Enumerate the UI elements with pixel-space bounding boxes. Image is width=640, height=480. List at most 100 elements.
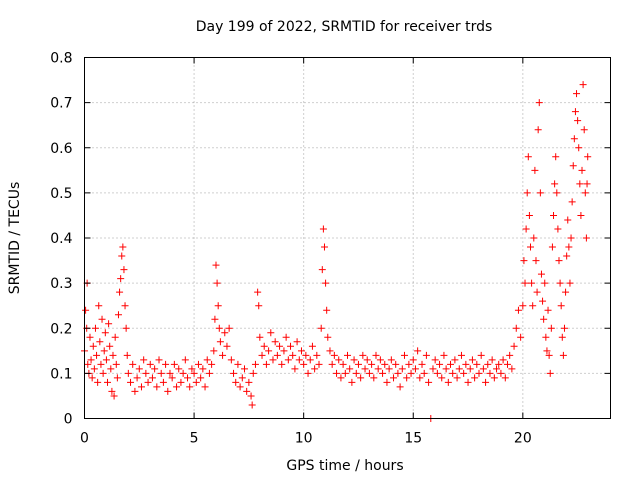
data-point <box>223 342 231 350</box>
data-point <box>493 365 501 373</box>
data-point <box>462 360 470 368</box>
data-point <box>94 378 102 386</box>
data-point <box>333 369 341 377</box>
data-point <box>254 288 262 296</box>
data-point <box>361 365 369 373</box>
data-point <box>102 356 110 364</box>
data-point <box>216 338 224 346</box>
data-point <box>385 365 393 373</box>
data-point <box>300 360 308 368</box>
data-point <box>554 225 562 233</box>
data-point <box>576 180 584 188</box>
data-point <box>282 333 290 341</box>
y-tick-label: 0.6 <box>50 141 72 157</box>
data-point <box>555 257 563 265</box>
data-point <box>438 374 446 382</box>
data-point <box>162 360 170 368</box>
data-point <box>540 315 548 323</box>
data-point <box>414 347 422 355</box>
data-point <box>350 356 358 364</box>
data-point <box>400 351 408 359</box>
data-point <box>311 365 319 373</box>
data-points <box>81 81 592 422</box>
data-point <box>251 360 259 368</box>
data-point <box>468 356 476 364</box>
data-point <box>477 351 485 359</box>
data-point <box>230 369 238 377</box>
data-point <box>278 360 286 368</box>
x-tick-label: 5 <box>190 431 199 447</box>
data-point <box>436 360 444 368</box>
data-point <box>95 302 103 310</box>
data-point <box>284 356 292 364</box>
data-point <box>179 369 187 377</box>
data-point <box>108 387 116 395</box>
data-point <box>88 374 96 382</box>
data-point <box>523 189 531 197</box>
data-point <box>181 356 189 364</box>
data-point <box>372 351 380 359</box>
data-point <box>577 211 585 219</box>
data-point <box>440 351 448 359</box>
data-point <box>133 374 141 382</box>
data-point <box>318 266 326 274</box>
data-point <box>215 324 223 332</box>
data-point <box>120 266 128 274</box>
data-point <box>306 356 314 364</box>
data-point <box>519 302 527 310</box>
data-point <box>568 198 576 206</box>
data-point <box>429 365 437 373</box>
data-point <box>512 324 520 332</box>
data-point <box>508 365 516 373</box>
data-point <box>565 243 573 251</box>
data-point <box>256 333 264 341</box>
data-point <box>365 369 373 377</box>
data-point <box>109 351 117 359</box>
data-point <box>582 234 590 242</box>
data-point <box>510 342 518 350</box>
data-point <box>227 356 235 364</box>
data-point <box>273 351 281 359</box>
data-point <box>521 279 529 287</box>
data-point <box>530 234 538 242</box>
data-point <box>433 369 441 377</box>
data-point <box>539 297 547 305</box>
data-point <box>322 279 330 287</box>
data-point <box>552 153 560 161</box>
data-point <box>575 144 583 152</box>
data-point <box>91 324 99 332</box>
data-point <box>503 360 511 368</box>
data-point <box>567 234 575 242</box>
data-point <box>124 369 132 377</box>
data-point <box>248 401 256 409</box>
data-point <box>144 378 152 386</box>
data-point <box>479 365 487 373</box>
data-point <box>105 320 113 328</box>
data-point <box>326 347 334 355</box>
data-point <box>370 374 378 382</box>
data-point <box>159 378 167 386</box>
data-point <box>262 360 270 368</box>
data-point <box>276 342 284 350</box>
data-point <box>486 369 494 377</box>
data-point <box>534 126 542 134</box>
data-point <box>110 392 118 400</box>
data-point <box>297 347 305 355</box>
data-point <box>578 166 586 174</box>
data-point <box>488 356 496 364</box>
data-point <box>164 387 172 395</box>
data-point <box>123 351 131 359</box>
data-point <box>418 360 426 368</box>
data-point <box>104 378 112 386</box>
data-point <box>337 374 345 382</box>
data-point <box>420 369 428 377</box>
chart-title: Day 199 of 2022, SRMTID for receiver trd… <box>196 19 493 35</box>
data-point <box>293 338 301 346</box>
data-point <box>553 189 561 197</box>
data-point <box>473 360 481 368</box>
data-point <box>177 378 185 386</box>
data-point <box>396 383 404 391</box>
data-point <box>155 356 163 364</box>
data-point <box>315 360 323 368</box>
data-point <box>547 324 555 332</box>
